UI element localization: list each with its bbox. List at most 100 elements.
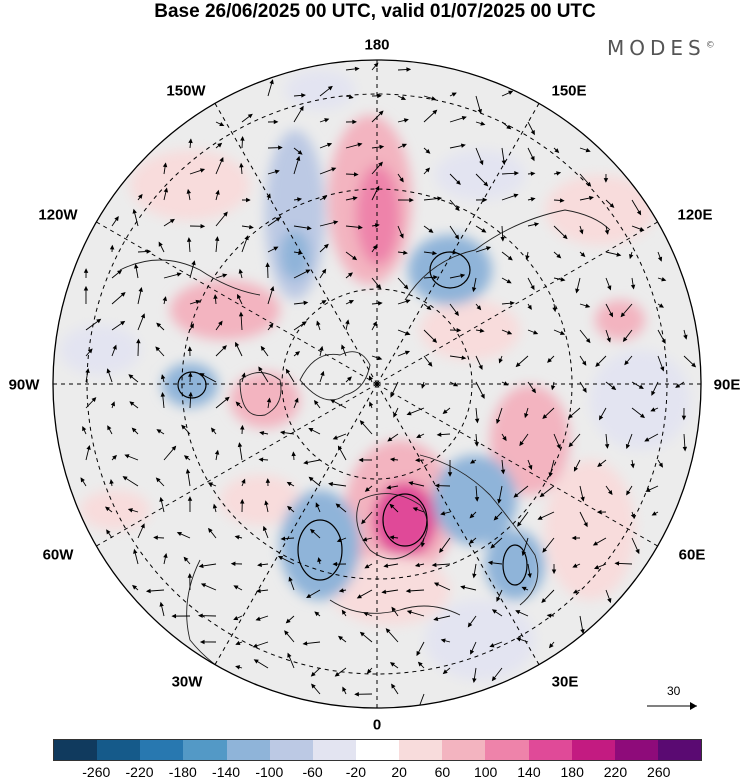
- wind-vector-head: [554, 148, 560, 154]
- wind-vector-head: [515, 610, 521, 615]
- wind-vector-head: [331, 167, 337, 172]
- wind-vector-head: [133, 548, 138, 554]
- wind-vector-head: [332, 435, 338, 440]
- wind-vector-head: [266, 397, 272, 403]
- wind-vector-head: [456, 327, 462, 333]
- wind-vector-head: [391, 683, 396, 689]
- wind-vector-head: [317, 557, 322, 563]
- wind-vector-head: [306, 225, 312, 231]
- colorbar-tick-label: -180: [168, 764, 197, 780]
- wind-vector-head: [530, 130, 535, 136]
- colorbar-tick-label: 140: [517, 764, 541, 780]
- anomaly-field: [60, 62, 697, 708]
- wind-vector-head: [474, 496, 480, 502]
- wind-vector-head: [559, 198, 565, 203]
- wind-vector-head: [491, 609, 497, 614]
- wind-vector-head: [302, 641, 308, 646]
- wind-vector-head: [162, 162, 168, 168]
- colorbar-tick-label: -20: [345, 764, 366, 780]
- wind-vector-head: [432, 338, 438, 343]
- wind-vector-head: [417, 661, 423, 667]
- wind-vector-head: [310, 671, 316, 677]
- wind-vector-head: [183, 556, 189, 562]
- wind-vector-head: [128, 374, 134, 379]
- meridian-line: [376, 383, 658, 547]
- wind-vector-head: [359, 631, 365, 637]
- lon-label-30e: 30E: [551, 673, 579, 691]
- wind-vector-head: [625, 443, 631, 450]
- wind-vector-head: [481, 228, 487, 233]
- wind-vector-head: [480, 393, 485, 399]
- wind-vector-head: [588, 195, 594, 201]
- wind-vector-head: [117, 269, 123, 275]
- wind-vector-head: [468, 539, 474, 544]
- wind-vector-head: [188, 138, 193, 144]
- wind-vector-head: [431, 96, 437, 101]
- wind-vector-head: [405, 299, 411, 304]
- wind-vector-head: [548, 472, 553, 478]
- wind-vector-head: [257, 562, 262, 568]
- wind-vector-head: [404, 350, 411, 355]
- wind-vector-head: [571, 535, 577, 541]
- map-title: Base 26/06/2025 00 UTC, valid 01/07/2025…: [154, 1, 596, 22]
- wind-vector-head: [328, 481, 333, 487]
- wind-vector-head: [234, 535, 240, 540]
- wind-vector-head: [187, 496, 193, 501]
- wind-vector-head: [585, 338, 591, 344]
- meridian-line: [376, 103, 540, 385]
- wind-vector-head: [218, 320, 223, 326]
- wind-vector-head: [675, 383, 681, 388]
- wind-vector-head: [417, 705, 422, 708]
- wind-vector-head: [521, 550, 526, 557]
- wind-vector-head: [132, 584, 138, 590]
- wind-vector-head: [454, 206, 460, 212]
- wind-vector-head: [278, 145, 283, 150]
- wind-vector-head: [607, 597, 612, 604]
- wind-vector-head: [159, 496, 164, 502]
- wind-vector-head: [247, 113, 253, 119]
- reference-vector-label: 30: [667, 684, 681, 698]
- wind-vector-head: [472, 573, 477, 579]
- wind-vector-head: [134, 263, 139, 269]
- wind-vector-head: [120, 292, 126, 297]
- wind-vector-head: [501, 160, 507, 166]
- wind-vector-head: [616, 252, 622, 257]
- wind-vector-head: [114, 216, 119, 222]
- colorbar-tick-label: -140: [212, 764, 241, 780]
- wind-vector-head: [460, 273, 466, 278]
- wind-vector-head: [406, 67, 412, 72]
- wind-vector-head: [460, 143, 466, 148]
- wind-vector-head: [287, 505, 293, 511]
- wind-vector-head: [513, 493, 519, 498]
- wind-vector-head: [469, 459, 476, 464]
- colorbar-tick-label: 60: [434, 764, 451, 780]
- wind-vector-head: [604, 229, 610, 235]
- wind-vector-head: [334, 672, 340, 677]
- wind-vector-head: [269, 79, 274, 85]
- wind-vector-head: [477, 108, 482, 114]
- wind-vector-head: [381, 589, 387, 595]
- wind-vector-head: [188, 391, 193, 397]
- wind-vector-head: [362, 537, 368, 542]
- wind-vector-head: [341, 609, 347, 615]
- wind-vector-head: [138, 193, 143, 199]
- wind-vector-head: [294, 397, 299, 403]
- wind-vector-head: [378, 161, 383, 167]
- wind-vector-head: [171, 445, 177, 451]
- wind-vector-head: [354, 691, 359, 697]
- wind-vector-head: [330, 399, 336, 404]
- wind-vector-head: [486, 246, 492, 251]
- wind-vector-head: [171, 613, 177, 619]
- wind-vector-head: [264, 500, 269, 506]
- wind-vector-head: [592, 541, 598, 546]
- wind-vector-head: [155, 346, 161, 352]
- wind-vector-head: [311, 683, 316, 689]
- wind-vector-head: [337, 635, 344, 641]
- wind-vector-head: [500, 469, 506, 475]
- colorbar-tick-label: 260: [647, 764, 671, 780]
- wind-vector-head: [585, 147, 591, 153]
- wind-vector-head: [305, 269, 311, 274]
- wind-vector-head: [651, 390, 656, 396]
- wind-vector-head: [183, 455, 189, 460]
